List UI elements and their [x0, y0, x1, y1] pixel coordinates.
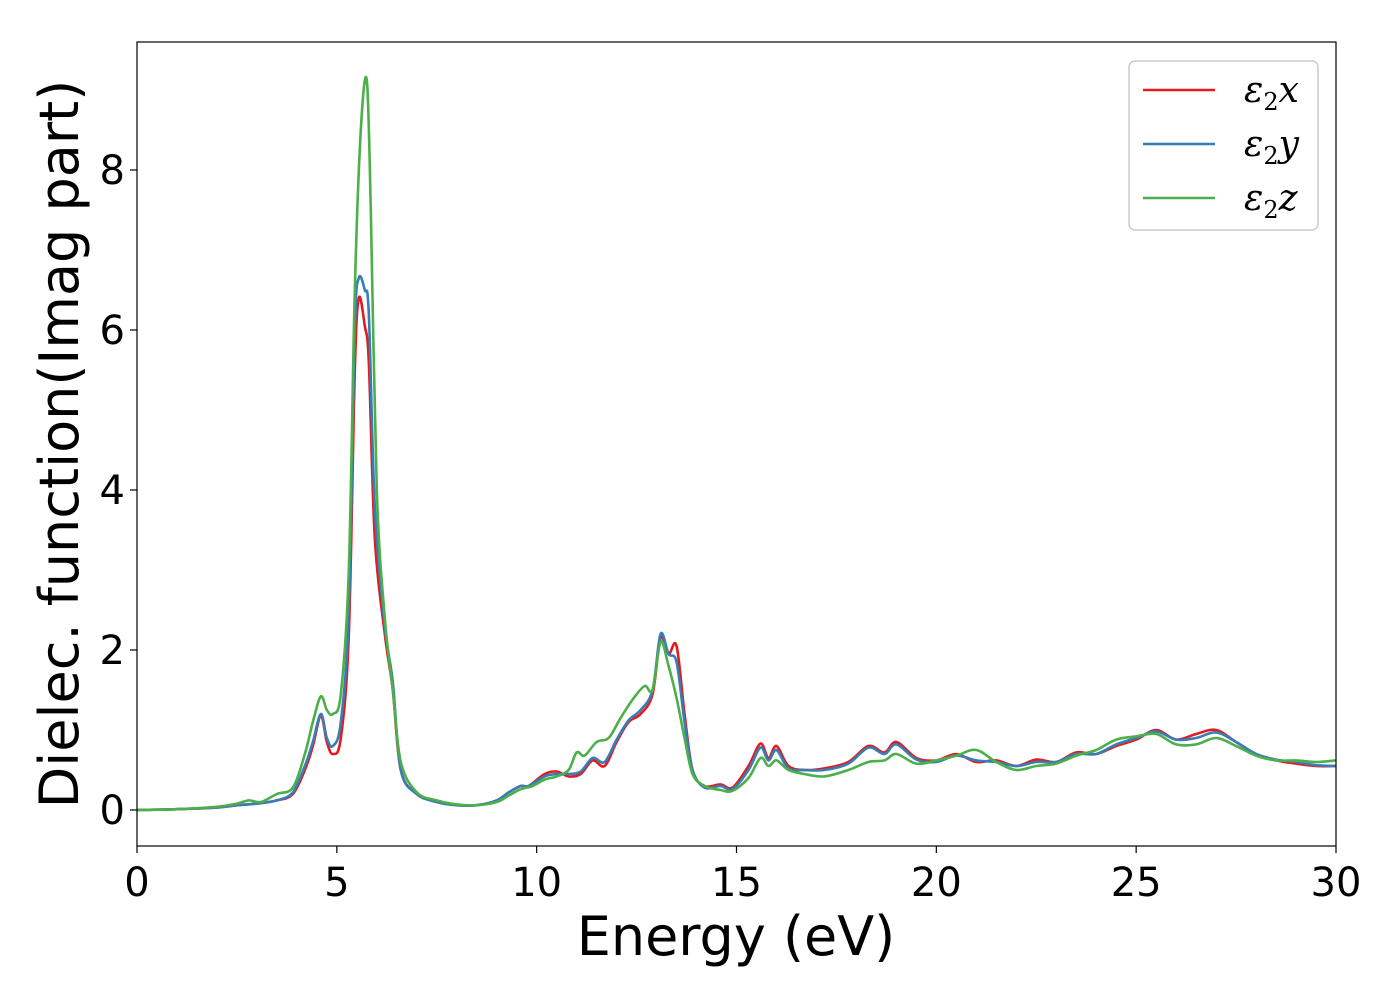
y-axis-ticks: 0 2 4 6 8 — [100, 148, 137, 834]
series-line-z — [136, 75, 1337, 812]
legend-label-z: ε2z — [1244, 178, 1299, 224]
legend-label-y: ε2y — [1244, 124, 1300, 170]
legend-box — [1128, 60, 1319, 231]
x-tick-label: 25 — [1111, 860, 1162, 906]
y-tick-label: 8 — [100, 148, 125, 194]
x-tick-label: 0 — [124, 860, 149, 906]
legend: ε2x ε2y ε2z — [1128, 60, 1319, 231]
x-tick-label: 30 — [1311, 860, 1362, 906]
y-tick-label: 4 — [100, 468, 125, 514]
x-tick-label: 15 — [711, 860, 762, 906]
plot-lines — [136, 75, 1337, 812]
x-axis-label: Energy (eV) — [577, 905, 896, 968]
y-axis-label: Dielec. function(Imag part) — [28, 80, 91, 809]
legend-label-x: ε2x — [1244, 70, 1299, 116]
x-tick-label: 10 — [511, 860, 562, 906]
x-axis-ticks: 0 5 10 15 20 25 30 — [124, 846, 1361, 906]
x-tick-label: 5 — [324, 860, 349, 906]
y-tick-label: 2 — [100, 628, 125, 674]
x-tick-label: 20 — [911, 860, 962, 906]
y-tick-label: 6 — [100, 308, 125, 354]
y-tick-label: 0 — [100, 788, 125, 834]
